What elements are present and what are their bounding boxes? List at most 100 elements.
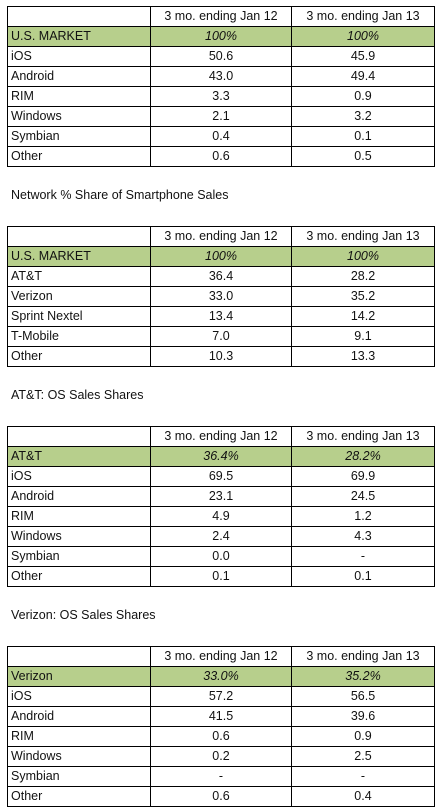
table-row: Windows 2.4 4.3 [7,526,435,547]
row-label: Verizon [7,666,151,687]
row-value-jan12: 0.6 [150,786,292,807]
row-label: RIM [7,506,151,527]
row-label: Symbian [7,546,151,567]
header-cell-jan13: 3 mo. ending Jan 13 [291,646,435,667]
row-value-jan13: 39.6 [291,706,435,727]
row-value-jan13: 35.2% [291,666,435,687]
row-value-jan12: 33.0 [150,286,292,307]
header-cell-jan12: 3 mo. ending Jan 12 [150,426,292,447]
table-row: Windows 0.2 2.5 [7,746,435,767]
row-label: Other [7,346,151,367]
row-label: RIM [7,726,151,747]
row-label: U.S. MARKET [7,26,151,47]
row-value-jan12: 50.6 [150,46,292,67]
row-label: iOS [7,46,151,67]
highlight-row: AT&T 36.4% 28.2% [7,446,435,467]
row-label: AT&T [7,446,151,467]
table-row: Android 23.1 24.5 [7,486,435,507]
row-value-jan12: 36.4 [150,266,292,287]
table-header-row: 3 mo. ending Jan 12 3 mo. ending Jan 13 [7,646,435,667]
row-value-jan13: 35.2 [291,286,435,307]
table-row: Other 0.6 0.4 [7,786,435,807]
table-header-row: 3 mo. ending Jan 12 3 mo. ending Jan 13 [7,426,435,447]
row-value-jan12: 13.4 [150,306,292,327]
header-cell-empty [7,426,151,447]
table-header-row: 3 mo. ending Jan 12 3 mo. ending Jan 13 [7,226,435,247]
table-row: Other 0.6 0.5 [7,146,435,167]
header-cell-jan13: 3 mo. ending Jan 13 [291,226,435,247]
row-label: Android [7,486,151,507]
row-value-jan12: 0.6 [150,146,292,167]
row-value-jan13: 100% [291,246,435,267]
att-os-caption: AT&T: OS Sales Shares [11,388,144,402]
row-label: Sprint Nextel [7,306,151,327]
row-value-jan13: 4.3 [291,526,435,547]
table-row: Other 10.3 13.3 [7,346,435,367]
row-value-jan13: 0.4 [291,786,435,807]
row-label: Windows [7,526,151,547]
row-value-jan13: 56.5 [291,686,435,707]
table-row: Windows 2.1 3.2 [7,106,435,127]
row-label: T-Mobile [7,326,151,347]
row-value-jan12: 4.9 [150,506,292,527]
header-cell-jan13: 3 mo. ending Jan 13 [291,6,435,27]
table-row: RIM 3.3 0.9 [7,86,435,107]
table-row: Symbian 0.0 - [7,546,435,567]
us-market-os-table: 3 mo. ending Jan 12 3 mo. ending Jan 13 … [7,6,435,167]
row-value-jan13: - [291,766,435,787]
table-row: Other 0.1 0.1 [7,566,435,587]
row-value-jan12: 57.2 [150,686,292,707]
row-label: Symbian [7,766,151,787]
table-row: Verizon 33.0 35.2 [7,286,435,307]
row-value-jan12: 36.4% [150,446,292,467]
row-value-jan13: 0.9 [291,726,435,747]
header-cell-empty [7,226,151,247]
row-value-jan12: 100% [150,246,292,267]
row-label: Other [7,786,151,807]
verizon-os-caption: Verizon: OS Sales Shares [11,608,156,622]
row-value-jan13: 100% [291,26,435,47]
row-value-jan12: 0.6 [150,726,292,747]
table-row: Symbian - - [7,766,435,787]
row-label: RIM [7,86,151,107]
row-value-jan12: - [150,766,292,787]
row-value-jan12: 0.2 [150,746,292,767]
row-value-jan13: 69.9 [291,466,435,487]
row-value-jan12: 0.4 [150,126,292,147]
row-value-jan13: 0.9 [291,86,435,107]
row-value-jan13: 49.4 [291,66,435,87]
row-value-jan13: 28.2 [291,266,435,287]
row-value-jan12: 100% [150,26,292,47]
row-label: Other [7,146,151,167]
row-value-jan13: 45.9 [291,46,435,67]
row-value-jan13: 14.2 [291,306,435,327]
highlight-row: Verizon 33.0% 35.2% [7,666,435,687]
row-label: Other [7,566,151,587]
row-value-jan12: 7.0 [150,326,292,347]
row-value-jan13: 0.1 [291,126,435,147]
row-label: AT&T [7,266,151,287]
row-value-jan13: 0.1 [291,566,435,587]
row-value-jan12: 33.0% [150,666,292,687]
row-label: iOS [7,686,151,707]
row-label: Android [7,66,151,87]
header-cell-jan12: 3 mo. ending Jan 12 [150,226,292,247]
table-row: T-Mobile 7.0 9.1 [7,326,435,347]
row-value-jan12: 43.0 [150,66,292,87]
network-share-table: 3 mo. ending Jan 12 3 mo. ending Jan 13 … [7,226,435,367]
row-value-jan12: 3.3 [150,86,292,107]
table-row: AT&T 36.4 28.2 [7,266,435,287]
row-label: U.S. MARKET [7,246,151,267]
row-value-jan13: 1.2 [291,506,435,527]
row-label: Android [7,706,151,727]
row-value-jan13: 2.5 [291,746,435,767]
row-value-jan12: 69.5 [150,466,292,487]
header-cell-jan12: 3 mo. ending Jan 12 [150,646,292,667]
header-cell-empty [7,646,151,667]
att-os-table: 3 mo. ending Jan 12 3 mo. ending Jan 13 … [7,426,435,587]
row-label: iOS [7,466,151,487]
table-row: RIM 4.9 1.2 [7,506,435,527]
row-label: Windows [7,746,151,767]
row-value-jan13: - [291,546,435,567]
row-label: Windows [7,106,151,127]
